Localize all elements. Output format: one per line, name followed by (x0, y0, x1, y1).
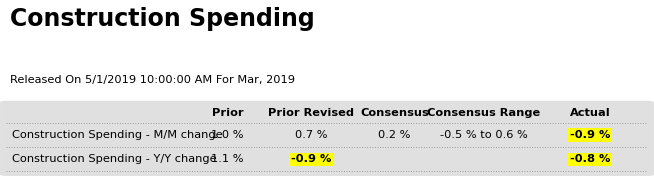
Text: Construction Spending - Y/Y change: Construction Spending - Y/Y change (12, 154, 216, 164)
Text: -0.8 %: -0.8 % (570, 154, 610, 164)
Text: Prior: Prior (212, 108, 243, 118)
Text: Construction Spending - M/M change: Construction Spending - M/M change (12, 130, 222, 140)
Text: 0.2 %: 0.2 % (378, 130, 411, 140)
Text: 1.0 %: 1.0 % (211, 130, 244, 140)
Text: -0.9 %: -0.9 % (570, 130, 610, 140)
Text: 1.1 %: 1.1 % (211, 154, 244, 164)
Text: -0.9 %: -0.9 % (291, 154, 331, 164)
Text: Released On 5/1/2019 10:00:00 AM For Mar, 2019: Released On 5/1/2019 10:00:00 AM For Mar… (10, 75, 295, 85)
FancyBboxPatch shape (0, 101, 654, 176)
Text: -0.5 % to 0.6 %: -0.5 % to 0.6 % (440, 130, 528, 140)
Text: Consensus Range: Consensus Range (428, 108, 541, 118)
Text: Actual: Actual (570, 108, 610, 118)
Text: Consensus: Consensus (360, 108, 428, 118)
Text: Prior Revised: Prior Revised (268, 108, 354, 118)
Text: Construction Spending: Construction Spending (10, 7, 315, 31)
Text: 0.7 %: 0.7 % (295, 130, 327, 140)
